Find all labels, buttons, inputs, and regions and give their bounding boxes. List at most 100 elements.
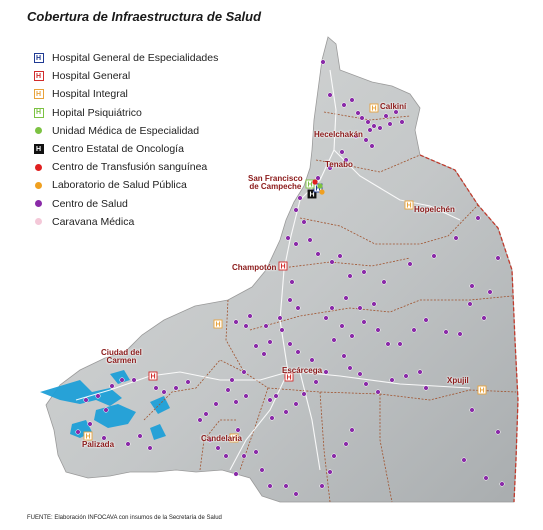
- hospital-general-marker: [284, 372, 294, 382]
- centro-salud-marker: [233, 399, 239, 405]
- centro-salud-marker: [375, 389, 381, 395]
- centro-salud-marker: [383, 113, 389, 119]
- centro-salud-marker: [301, 219, 307, 225]
- centro-salud-marker: [399, 119, 405, 125]
- centro-salud-marker: [411, 327, 417, 333]
- centro-salud-marker: [377, 125, 383, 131]
- laboratorio-marker: [319, 189, 325, 195]
- centro-salud-marker: [339, 149, 345, 155]
- centro-salud-marker: [185, 379, 191, 385]
- centro-salud-marker: [349, 97, 355, 103]
- centro-salud-marker: [357, 371, 363, 377]
- place-label-candelaria: Candelaria: [201, 434, 242, 443]
- hospital-general-marker-glyph: H: [286, 375, 291, 382]
- place-label-calkini: Calkiní: [380, 102, 407, 111]
- centro-salud-marker: [293, 491, 299, 497]
- legend-item-hospital-especialidades: H Hospital General de Especialidades: [33, 49, 218, 67]
- centro-salud-marker: [285, 235, 291, 241]
- centro-salud-marker: [337, 253, 343, 259]
- centro-salud-marker: [381, 279, 387, 285]
- centro-salud-marker: [327, 165, 333, 171]
- centro-salud-marker: [389, 377, 395, 383]
- centro-salud-marker: [407, 261, 413, 267]
- centro-salud-marker: [293, 241, 299, 247]
- centro-salud-marker: [363, 137, 369, 143]
- hospital-integral-icon: H: [33, 89, 44, 100]
- centro-salud-marker: [295, 349, 301, 355]
- centro-salud-marker: [289, 279, 295, 285]
- centro-salud-marker: [223, 453, 229, 459]
- centro-salud-marker: [287, 341, 293, 347]
- place-label-campeche: San Francisco de Campeche: [248, 174, 303, 192]
- centro-salud-marker: [207, 437, 213, 443]
- place-label-hopelchen: Hopelchén: [414, 205, 455, 214]
- centro-salud-marker: [453, 235, 459, 241]
- centro-salud-marker: [243, 323, 249, 329]
- centro-salud-marker: [241, 453, 247, 459]
- transfusion-marker: [312, 179, 318, 185]
- centro-salud-marker: [343, 157, 349, 163]
- centro-salud-marker: [361, 319, 367, 325]
- centro-salud-marker: [147, 445, 153, 451]
- centro-salud-marker: [307, 237, 313, 243]
- centro-salud-marker: [461, 457, 467, 463]
- hospital-general-marker-glyph: H: [150, 374, 155, 381]
- legend-item-transfusion: Centro de Transfusión sanguínea: [33, 158, 218, 176]
- centro-salud-marker: [369, 143, 375, 149]
- centro-salud-marker: [229, 377, 235, 383]
- centro-salud-marker: [315, 175, 321, 181]
- centro-salud-marker: [323, 369, 329, 375]
- centro-salud-marker: [233, 471, 239, 477]
- centro-salud-marker: [347, 365, 353, 371]
- centro-salud-marker: [119, 377, 125, 383]
- unidad-medica-marker: [317, 183, 323, 189]
- centro-salud-marker: [253, 343, 259, 349]
- centro-salud-marker: [327, 469, 333, 475]
- centro-salud-marker: [475, 215, 481, 221]
- legend-item-hospital-psiquiatrico: H Hopital Psiquiátrico: [33, 104, 218, 122]
- centro-salud-marker: [443, 329, 449, 335]
- centro-salud-marker: [353, 133, 359, 139]
- centro-salud-marker: [487, 289, 493, 295]
- municipal-borders: [143, 111, 517, 503]
- centro-salud-marker: [499, 481, 505, 487]
- centro-salud-marker: [331, 453, 337, 459]
- centro-salud-marker: [197, 417, 203, 423]
- place-label-carmen: Ciudad del Carmen: [101, 348, 142, 366]
- hospital-integral-marker: [229, 433, 239, 443]
- centro-salud-marker: [247, 313, 253, 319]
- centro-salud-marker: [495, 429, 501, 435]
- centro-salud-marker: [279, 327, 285, 333]
- source-note: FUENTE: Elaboración INFOCAVA con insumos…: [27, 515, 222, 521]
- centro-salud-marker: [267, 339, 273, 345]
- centro-salud-marker: [235, 427, 241, 433]
- centro-salud-marker: [283, 409, 289, 415]
- centro-salud-marker: [287, 297, 293, 303]
- map-title: Cobertura de Infraestructura de Salud: [27, 9, 262, 24]
- hospital-general-marker-glyph: H: [280, 264, 285, 271]
- centro-salud-marker: [349, 427, 355, 433]
- hospital-general-icon: H: [33, 71, 44, 82]
- legend: H Hospital General de Especialidades H H…: [33, 49, 218, 231]
- hospital-integral-marker-glyph: H: [371, 106, 376, 113]
- place-label-palizada: Palizada: [82, 440, 115, 449]
- place-label-hecelchakan: Hecelchakán: [314, 130, 363, 139]
- centro-salud-marker: [263, 323, 269, 329]
- centro-salud-marker: [301, 391, 307, 397]
- centro-salud-marker: [331, 337, 337, 343]
- hospital-integral-marker: [369, 103, 379, 113]
- centro-salud-marker: [131, 377, 137, 383]
- legend-item-centro-salud: Centro de Salud: [33, 195, 218, 213]
- centro-salud-marker: [467, 301, 473, 307]
- centro-salud-marker: [101, 435, 107, 441]
- centro-salud-marker: [109, 383, 115, 389]
- centro-salud-marker: [313, 379, 319, 385]
- centro-oncologia-marker-glyph: H: [309, 192, 314, 199]
- centro-salud-marker: [213, 401, 219, 407]
- centro-salud-marker: [319, 483, 325, 489]
- legend-item-laboratorio: Laboratorio de Salud Pública: [33, 176, 218, 194]
- centro-salud-marker: [233, 319, 239, 325]
- centro-salud-marker: [469, 407, 475, 413]
- centro-salud-marker: [417, 369, 423, 375]
- centro-salud-marker: [153, 385, 159, 391]
